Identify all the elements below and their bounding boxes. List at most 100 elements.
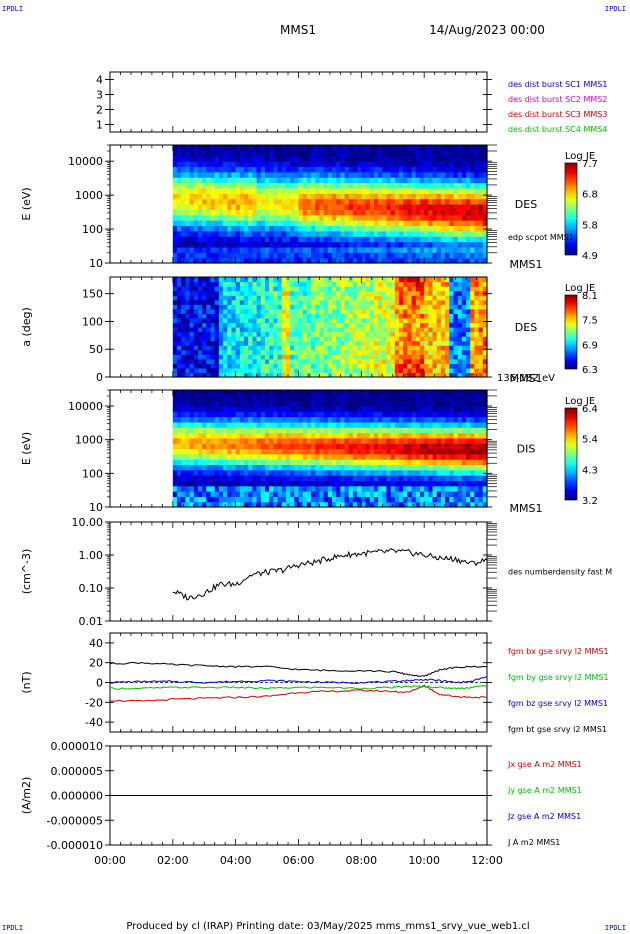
spectrogram-cell (407, 246, 413, 253)
spectrogram-cell (256, 220, 262, 227)
spectrogram-cell (327, 187, 333, 194)
spectrogram-cell (210, 166, 216, 173)
spectrogram-cell (407, 501, 413, 508)
spectrogram-cell (394, 367, 400, 374)
spectrogram-cell (273, 220, 279, 227)
spectrogram-cell (189, 241, 195, 248)
spectrogram-cell (285, 295, 291, 301)
spectrogram-cell (223, 427, 228, 434)
spectrogram-cell (440, 145, 446, 151)
spectrogram-cell (294, 501, 300, 508)
spectrogram-cell (311, 395, 316, 402)
spectrogram-cell (386, 177, 392, 184)
spectrogram-cell (445, 187, 450, 194)
spectrogram-cell (264, 209, 270, 216)
spectrogram-cell (248, 464, 254, 471)
spectrogram-cell (285, 214, 291, 221)
spectrogram-cell (260, 236, 266, 243)
spectrogram-cell (378, 290, 383, 296)
spectrogram-cell (336, 182, 341, 189)
spectrogram-cell (306, 304, 312, 310)
spectrogram-cell (298, 496, 304, 503)
spectrogram-cell (344, 443, 350, 450)
spectrogram-cell (323, 166, 329, 173)
spectrogram-cell (244, 475, 249, 482)
spectrogram-cell (474, 286, 480, 292)
spectrogram-cell (227, 459, 233, 466)
spectrogram-cell (227, 155, 233, 162)
spectrogram-cell (269, 395, 274, 402)
spectrogram-cell (248, 354, 254, 360)
spectrogram-cell (248, 363, 254, 369)
spectrogram-cell (415, 363, 421, 369)
spectrogram-cell (352, 416, 358, 423)
spectrogram-cell (336, 485, 341, 492)
spectrogram-cell (319, 171, 325, 178)
spectrogram-cell (285, 171, 291, 178)
spectrogram-cell (277, 299, 283, 305)
spectrogram-cell (223, 150, 228, 157)
spectrogram-cell (177, 236, 182, 243)
spectrogram-cell (369, 475, 375, 482)
spectrogram-cell (474, 308, 480, 314)
spectrogram-cell (344, 363, 350, 369)
spectrogram-cell (428, 155, 434, 162)
spectrogram-cell (210, 427, 216, 434)
spectrogram-cell (193, 469, 199, 476)
spectrogram-cell (185, 400, 191, 407)
spectrogram-cell (369, 246, 375, 253)
spectrogram-cell (399, 286, 404, 292)
spectrogram-cell (436, 313, 442, 319)
spectrogram-cell (269, 501, 274, 508)
spectrogram-cell (189, 230, 195, 237)
spectrogram-cell (235, 236, 241, 243)
spectrogram-cell (411, 177, 417, 184)
spectrogram-cell (197, 491, 203, 497)
spectrogram-cell (440, 252, 446, 259)
spectrogram-cell (239, 171, 245, 178)
spectrogram-cell (453, 214, 459, 221)
spectrogram-cell (252, 322, 258, 328)
spectrogram-cell (457, 220, 463, 227)
spectrogram-cell (269, 464, 274, 471)
spectrogram-cell (415, 304, 421, 310)
spectrogram-cell (223, 421, 228, 428)
spectrogram-cell (210, 277, 216, 283)
spectrogram-cell (248, 230, 254, 237)
spectrogram-cell (340, 290, 346, 296)
spectrogram-cell (411, 405, 417, 412)
spectrogram-cell (277, 198, 283, 205)
spectrogram-cell (348, 281, 354, 287)
spectrogram-cell (344, 252, 350, 259)
spectrogram-cell (281, 209, 287, 216)
spectrogram-cell (248, 257, 254, 264)
spectrogram-cell (407, 177, 413, 184)
spectrogram-cell (390, 304, 396, 310)
spectrogram-cell (311, 204, 316, 210)
spectrogram-cell (277, 485, 283, 492)
spectrogram-cell (449, 150, 455, 157)
spectrogram-cell (352, 432, 358, 439)
spectrogram-cell (218, 443, 224, 450)
spectrogram-cell (457, 322, 463, 328)
spectrogram-cell (264, 230, 270, 237)
spectrogram-cell (189, 313, 195, 319)
spectrogram-cell (235, 241, 241, 248)
spectrogram-cell (281, 166, 287, 173)
spectrogram-cell (277, 491, 283, 497)
spectrogram-cell (197, 367, 203, 374)
spectrogram-cell (197, 236, 203, 243)
spectrogram-cell (260, 464, 266, 471)
spectrogram-cell (239, 469, 245, 476)
spectrogram-cell (373, 411, 379, 418)
spectrogram-cell (298, 485, 304, 492)
spectrogram-cell (302, 166, 308, 173)
spectrogram-cell (214, 308, 220, 314)
spectrogram-cell (424, 214, 429, 221)
spectrogram-cell (298, 400, 304, 407)
spectrogram-cell (285, 286, 291, 292)
spectrogram-cell (327, 485, 333, 492)
spectrogram-cell (285, 331, 291, 337)
spectrogram-cell (281, 308, 287, 314)
spectrogram-cell (415, 475, 421, 482)
